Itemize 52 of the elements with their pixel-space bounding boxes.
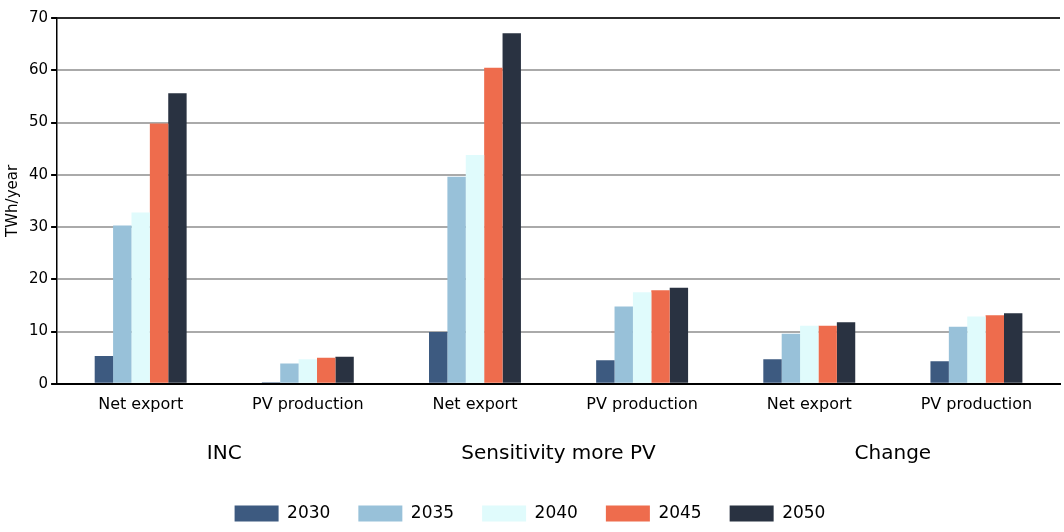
bar — [131, 212, 150, 383]
bar — [1004, 313, 1023, 383]
bar — [280, 363, 299, 383]
legend-label: 2040 — [534, 501, 578, 522]
x-tick-label: PV production — [920, 393, 1033, 413]
bar — [632, 292, 652, 383]
y-tick-label: 20 — [28, 269, 49, 288]
y-tick-label: 50 — [28, 112, 49, 131]
bar — [465, 154, 485, 383]
y-tick-label: 10 — [28, 321, 49, 340]
bar — [985, 315, 1004, 383]
bar — [113, 225, 132, 383]
x-tick-label: Net export — [766, 393, 852, 413]
y-tick-label: 0 — [38, 373, 49, 392]
y-tick-label: 30 — [28, 216, 49, 235]
y-axis-title: TWh/year — [2, 164, 21, 238]
bar — [763, 359, 782, 383]
x-tick-label: Net export — [98, 393, 184, 413]
bar — [800, 325, 819, 383]
bar — [930, 361, 949, 383]
bar — [335, 356, 354, 383]
bar — [94, 356, 114, 383]
bar — [429, 332, 448, 383]
x-tick-label: Net export — [432, 393, 518, 413]
y-tick-label: 70 — [28, 7, 49, 26]
bar — [818, 325, 837, 383]
bar — [651, 290, 670, 383]
bar — [502, 33, 521, 383]
bar — [484, 67, 503, 383]
bar — [781, 333, 801, 383]
y-tick-label: 40 — [28, 164, 49, 183]
bar — [967, 316, 986, 383]
text: Sensitivity more PV — [461, 440, 657, 464]
bar — [447, 176, 466, 383]
bar — [948, 326, 968, 383]
bar — [317, 357, 336, 383]
bar — [596, 360, 615, 383]
y-tick-label: 60 — [28, 60, 49, 79]
bar — [614, 306, 633, 383]
text: INC — [206, 440, 242, 464]
legend-label: 2030 — [287, 501, 331, 522]
bar — [669, 287, 689, 383]
legend-label: 2050 — [782, 501, 826, 522]
bar — [149, 123, 169, 383]
legend-label: 2035 — [410, 501, 455, 522]
bar — [298, 359, 318, 383]
x-tick-label: PV production — [252, 393, 364, 413]
bar — [836, 322, 856, 383]
text: Change — [854, 440, 932, 464]
legend-label: 2045 — [658, 501, 702, 522]
bar — [168, 93, 187, 383]
x-tick-label: PV production — [586, 393, 698, 413]
